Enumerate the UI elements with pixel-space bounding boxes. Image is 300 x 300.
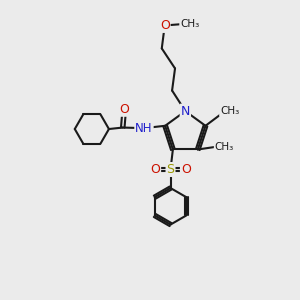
Text: O: O xyxy=(181,163,191,176)
Text: S: S xyxy=(167,163,175,176)
Text: O: O xyxy=(150,163,160,176)
Text: NH: NH xyxy=(135,122,153,135)
Text: CH₃: CH₃ xyxy=(215,142,234,152)
Text: O: O xyxy=(160,19,170,32)
Text: N: N xyxy=(181,105,190,118)
Text: CH₃: CH₃ xyxy=(220,106,239,116)
Text: O: O xyxy=(119,103,129,116)
Text: CH₃: CH₃ xyxy=(180,19,200,29)
